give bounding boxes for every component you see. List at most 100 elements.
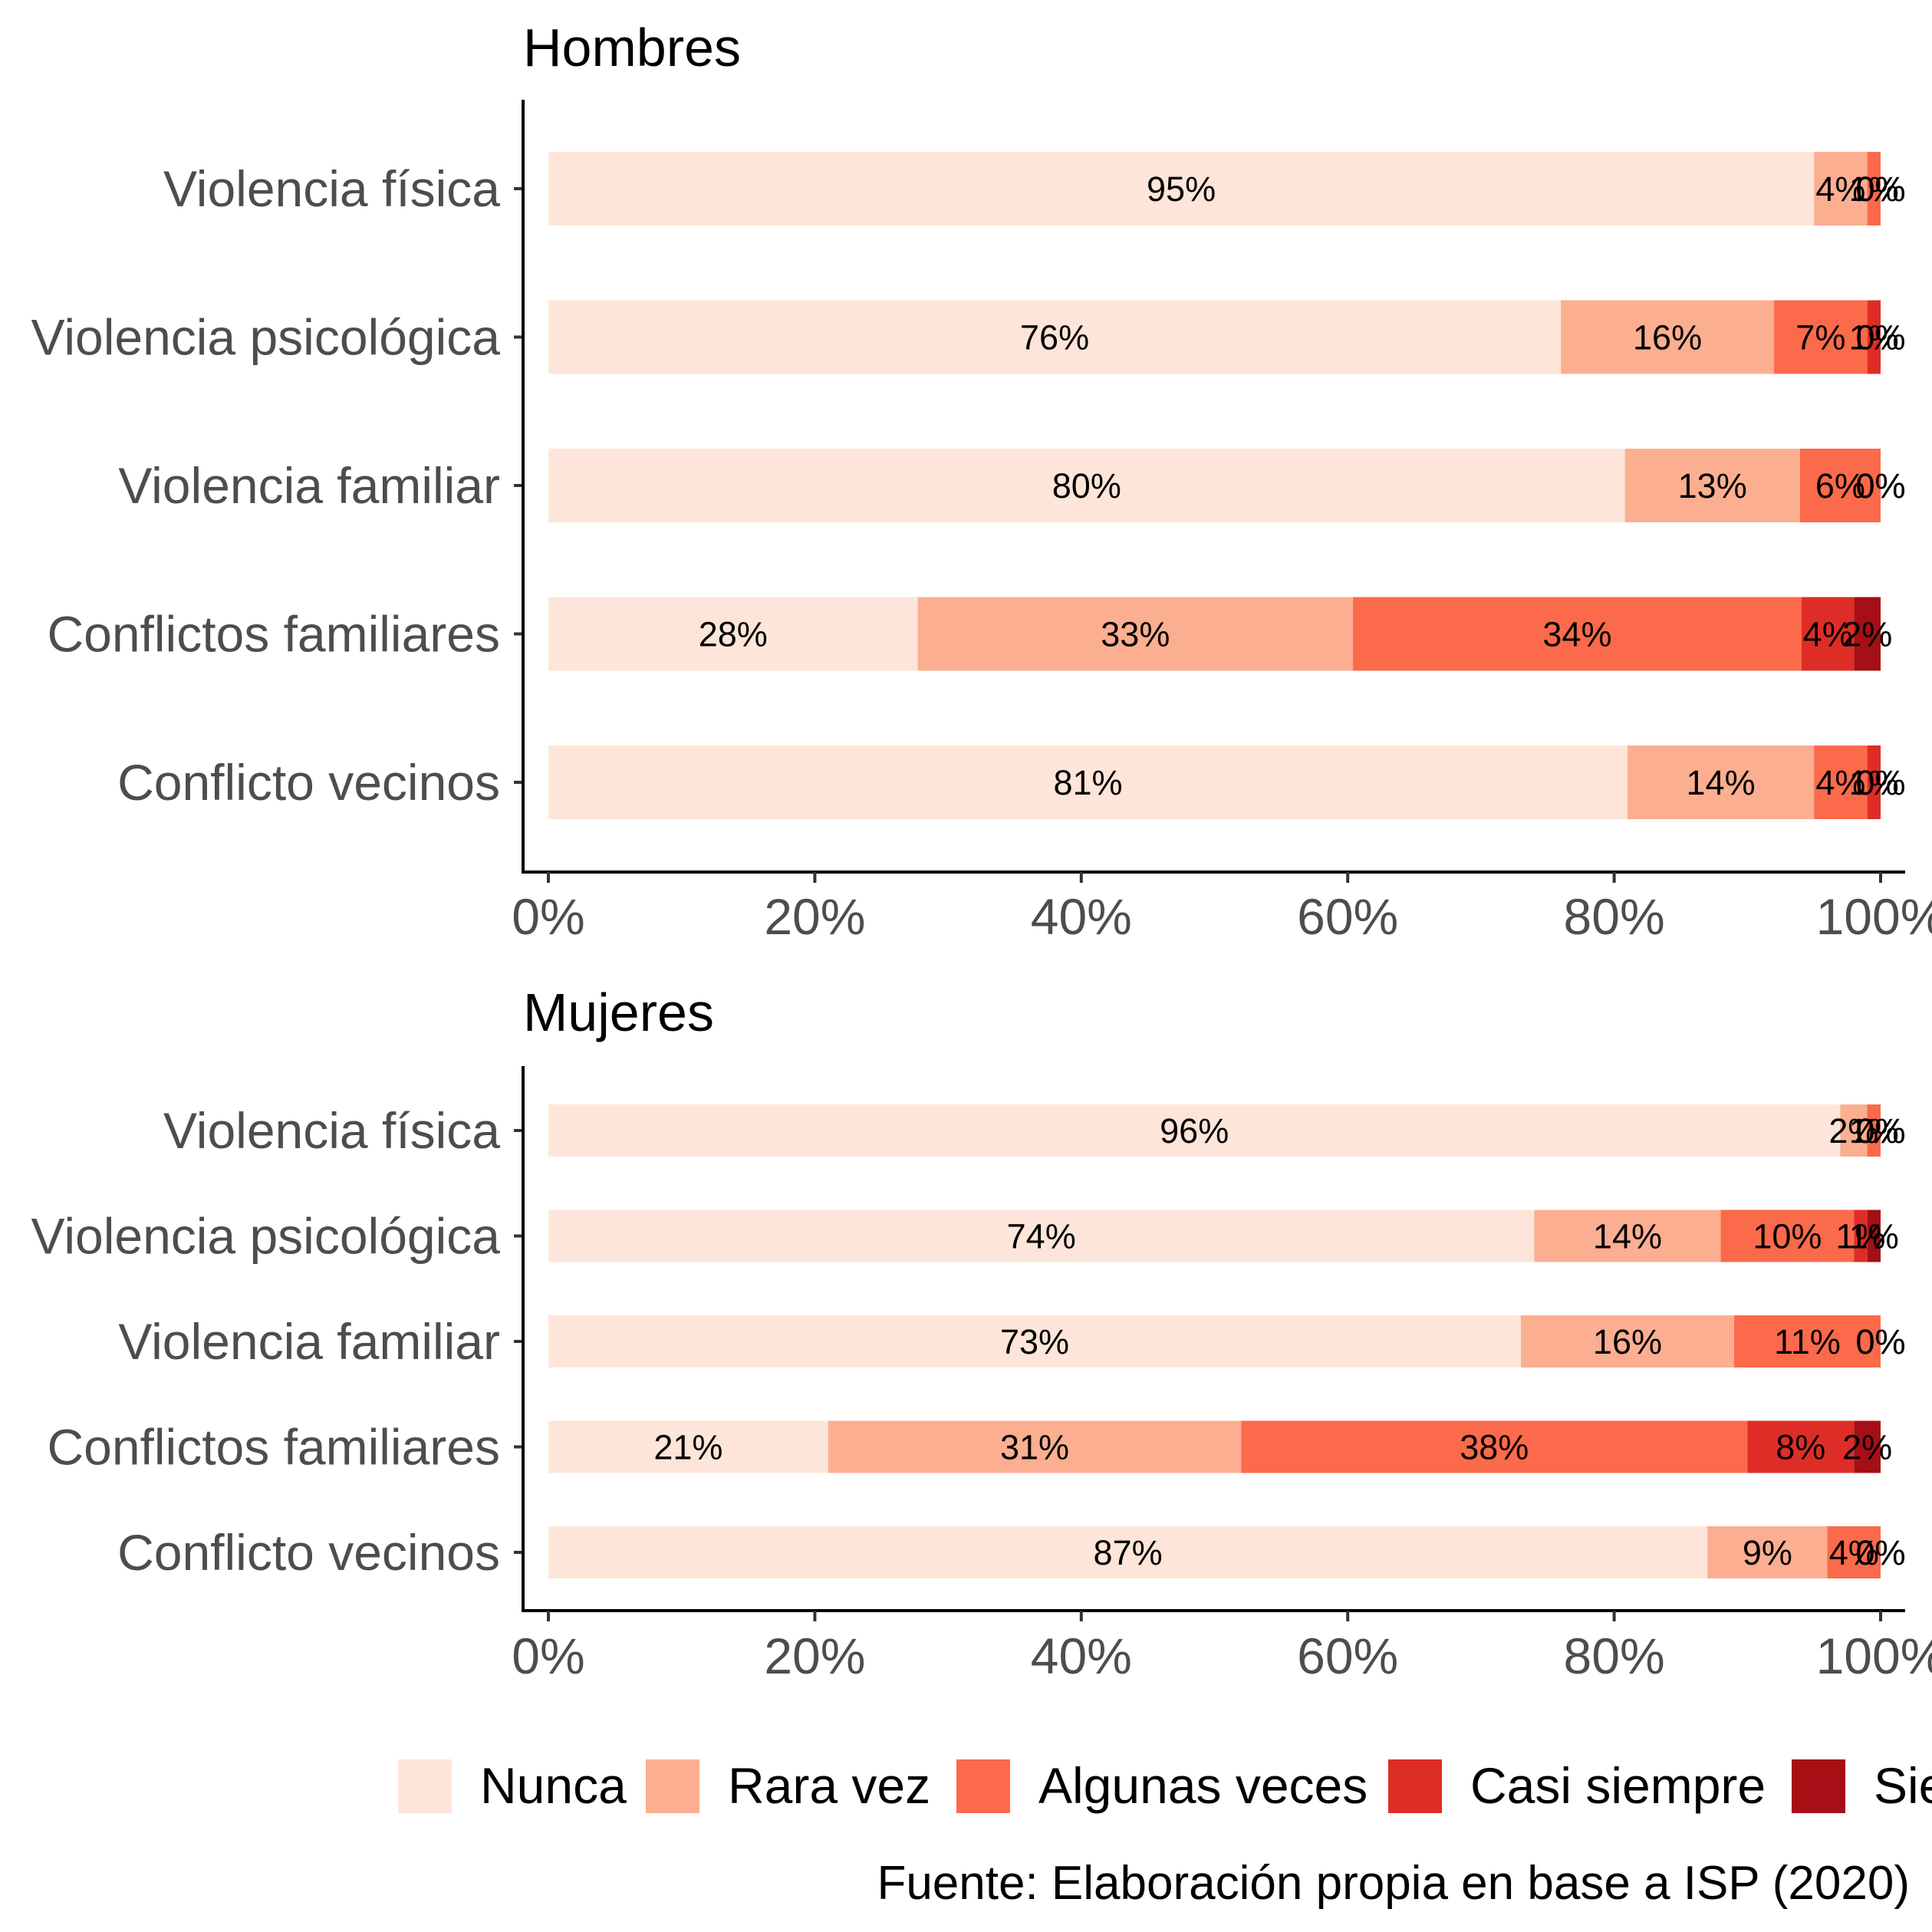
data-label-hombres-violencia-psicologica-casi-siempre: 1% [1849,318,1899,357]
data-label-hombres-violencia-fisica-nunca: 95% [1147,170,1216,209]
data-label-hombres-violencia-fisica-siempre: 0% [1855,170,1905,209]
bar-hombres-violencia-fisica-rara-vez [1814,152,1868,225]
data-label-hombres-violencia-familiar-siempre: 0% [1855,466,1905,505]
data-label-mujeres-violencia-psicologica-siempre: 1% [1849,1217,1899,1256]
bar-hombres-conflicto-vecinos-nunca [548,745,1628,819]
data-label-hombres-violencia-familiar-algunas-veces: 6% [1815,466,1865,505]
data-label-mujeres-conflictos-familiares-nunca: 21% [653,1428,722,1467]
legend-label-casi-siempre: Casi siempre [1470,1757,1766,1814]
y-tick-label-hombres-violencia-familiar: Violencia familiar [118,457,500,514]
legend-key-rara-vez [646,1759,699,1813]
data-label-mujeres-conflicto-vecinos-rara-vez: 9% [1743,1533,1792,1572]
data-label-hombres-violencia-psicologica-algunas-veces: 7% [1795,318,1845,357]
data-label-mujeres-conflictos-familiares-rara-vez: 31% [1000,1428,1069,1467]
data-label-hombres-conflictos-familiares-siempre: 2% [1842,615,1892,654]
x-tick-label-hombres-0: 0% [512,888,584,945]
x-tick-label-mujeres-5: 100% [1816,1628,1932,1684]
bar-hombres-violencia-psicologica-nunca [548,300,1562,374]
x-tick-label-hombres-1: 20% [764,888,865,945]
data-label-hombres-violencia-psicologica-rara-vez: 16% [1633,318,1702,357]
data-label-hombres-conflicto-vecinos-algunas-veces: 4% [1815,763,1865,802]
data-label-mujeres-violencia-psicologica-nunca: 74% [1007,1217,1076,1256]
data-label-hombres-conflicto-vecinos-casi-siempre: 1% [1849,763,1899,802]
data-label-hombres-violencia-psicologica-siempre: 0% [1855,318,1905,357]
bar-hombres-violencia-psicologica-casi-siempre [1867,300,1881,374]
data-label-mujeres-conflicto-vecinos-nunca: 87% [1094,1533,1163,1572]
data-label-mujeres-violencia-fisica-siempre: 0% [1855,1111,1905,1150]
data-label-hombres-conflictos-familiares-algunas-veces: 34% [1542,615,1611,654]
x-tick-label-mujeres-1: 20% [764,1628,865,1684]
bar-hombres-conflictos-familiares-rara-vez [917,597,1354,671]
bar-hombres-violencia-familiar-algunas-veces [1799,449,1881,522]
data-label-mujeres-violencia-psicologica-rara-vez: 14% [1593,1217,1662,1256]
x-tick-label-hombres-4: 80% [1564,888,1665,945]
y-tick-label-hombres-conflicto-vecinos: Conflicto vecinos [117,754,500,811]
y-tick-label-mujeres-conflictos-familiares: Conflictos familiares [47,1419,500,1476]
bar-mujeres-conflictos-familiares-siempre [1854,1420,1881,1473]
data-label-mujeres-conflictos-familiares-casi-siempre: 8% [1776,1428,1825,1467]
data-label-hombres-conflicto-vecinos-siempre: 0% [1855,763,1905,802]
bar-hombres-violencia-psicologica-algunas-veces [1774,300,1868,374]
bar-mujeres-violencia-psicologica-siempre [1867,1210,1881,1262]
caption: Fuente: Elaboración propia en base a ISP… [877,1857,1910,1910]
bar-mujeres-violencia-fisica-algunas-veces [1867,1104,1881,1157]
data-label-mujeres-conflictos-familiares-algunas-veces: 38% [1460,1428,1529,1467]
bar-hombres-violencia-fisica-nunca [548,152,1815,225]
bar-hombres-conflictos-familiares-nunca [548,597,918,671]
legend-key-siempre [1792,1759,1845,1813]
legend-key-nunca [398,1759,452,1813]
data-label-mujeres-conflicto-vecinos-casi-siempre: 0% [1855,1533,1905,1572]
data-label-hombres-conflictos-familiares-casi-siempre: 4% [1803,615,1853,654]
bar-mujeres-violencia-fisica-nunca [548,1104,1841,1157]
bar-mujeres-violencia-fisica-rara-vez [1840,1104,1868,1157]
data-label-hombres-conflictos-familiares-rara-vez: 33% [1101,615,1170,654]
bar-hombres-conflicto-vecinos-casi-siempre [1867,745,1881,819]
legend-label-nunca: Nunca [480,1757,627,1814]
data-label-hombres-violencia-familiar-nunca: 80% [1052,466,1121,505]
bar-mujeres-violencia-familiar-algunas-veces [1733,1315,1881,1368]
bar-mujeres-conflictos-familiares-casi-siempre [1747,1420,1855,1473]
data-label-mujeres-conflicto-vecinos-algunas-veces: 4% [1829,1533,1879,1572]
x-tick-label-hombres-2: 40% [1031,888,1132,945]
bar-hombres-conflictos-familiares-siempre [1854,597,1881,671]
bar-mujeres-conflictos-familiares-nunca [548,1420,828,1473]
bar-hombres-conflicto-vecinos-rara-vez [1627,745,1815,819]
y-tick-label-hombres-violencia-psicologica: Violencia psicológica [31,309,501,366]
legend-label-siempre: Siempre [1874,1757,1932,1814]
bar-mujeres-conflicto-vecinos-rara-vez [1707,1526,1828,1578]
bar-mujeres-violencia-psicologica-rara-vez [1534,1210,1721,1262]
bar-mujeres-conflictos-familiares-rara-vez [828,1420,1242,1473]
x-tick-label-hombres-3: 60% [1297,888,1398,945]
bar-mujeres-violencia-familiar-nunca [548,1315,1522,1368]
data-label-hombres-conflicto-vecinos-nunca: 81% [1053,763,1122,802]
bar-hombres-violencia-fisica-algunas-veces [1867,152,1881,225]
data-label-mujeres-violencia-fisica-algunas-veces: 1% [1849,1111,1899,1150]
x-tick-label-mujeres-0: 0% [512,1628,584,1684]
bar-hombres-violencia-psicologica-rara-vez [1561,300,1775,374]
y-tick-label-mujeres-violencia-psicologica: Violencia psicológica [31,1208,501,1265]
y-tick-label-hombres-conflictos-familiares: Conflictos familiares [47,606,500,663]
x-tick-label-mujeres-2: 40% [1031,1628,1132,1684]
x-tick-label-mujeres-4: 80% [1564,1628,1665,1684]
data-label-mujeres-conflicto-vecinos-siempre: 0% [1855,1533,1905,1572]
data-label-mujeres-conflictos-familiares-siempre: 2% [1842,1428,1892,1467]
data-label-mujeres-violencia-psicologica-algunas-veces: 10% [1753,1217,1822,1256]
data-label-mujeres-violencia-fisica-rara-vez: 2% [1828,1111,1878,1150]
legend-label-rara-vez: Rara vez [728,1757,930,1814]
legend-label-algunas-veces: Algunas veces [1038,1757,1368,1814]
data-label-mujeres-violencia-familiar-rara-vez: 16% [1593,1322,1662,1361]
data-label-hombres-violencia-familiar-rara-vez: 13% [1678,466,1747,505]
x-tick-label-mujeres-3: 60% [1297,1628,1398,1684]
bar-mujeres-violencia-psicologica-casi-siempre [1854,1210,1868,1262]
panel-title-mujeres: Mujeres [523,982,714,1042]
bar-hombres-conflictos-familiares-algunas-veces [1353,597,1802,671]
y-tick-label-mujeres-violencia-familiar: Violencia familiar [118,1313,500,1370]
bar-hombres-violencia-familiar-nunca [548,449,1625,522]
data-label-hombres-conflictos-familiares-nunca: 28% [699,615,768,654]
y-tick-label-hombres-violencia-fisica: Violencia física [163,160,500,217]
data-label-hombres-violencia-fisica-algunas-veces: 1% [1849,170,1899,209]
bar-mujeres-conflicto-vecinos-algunas-veces [1827,1526,1881,1578]
data-label-mujeres-violencia-familiar-algunas-veces: 11% [1774,1322,1841,1361]
data-label-mujeres-violencia-familiar-casi-siempre: 0% [1855,1322,1905,1361]
data-label-mujeres-violencia-fisica-casi-siempre: 0% [1855,1111,1905,1150]
